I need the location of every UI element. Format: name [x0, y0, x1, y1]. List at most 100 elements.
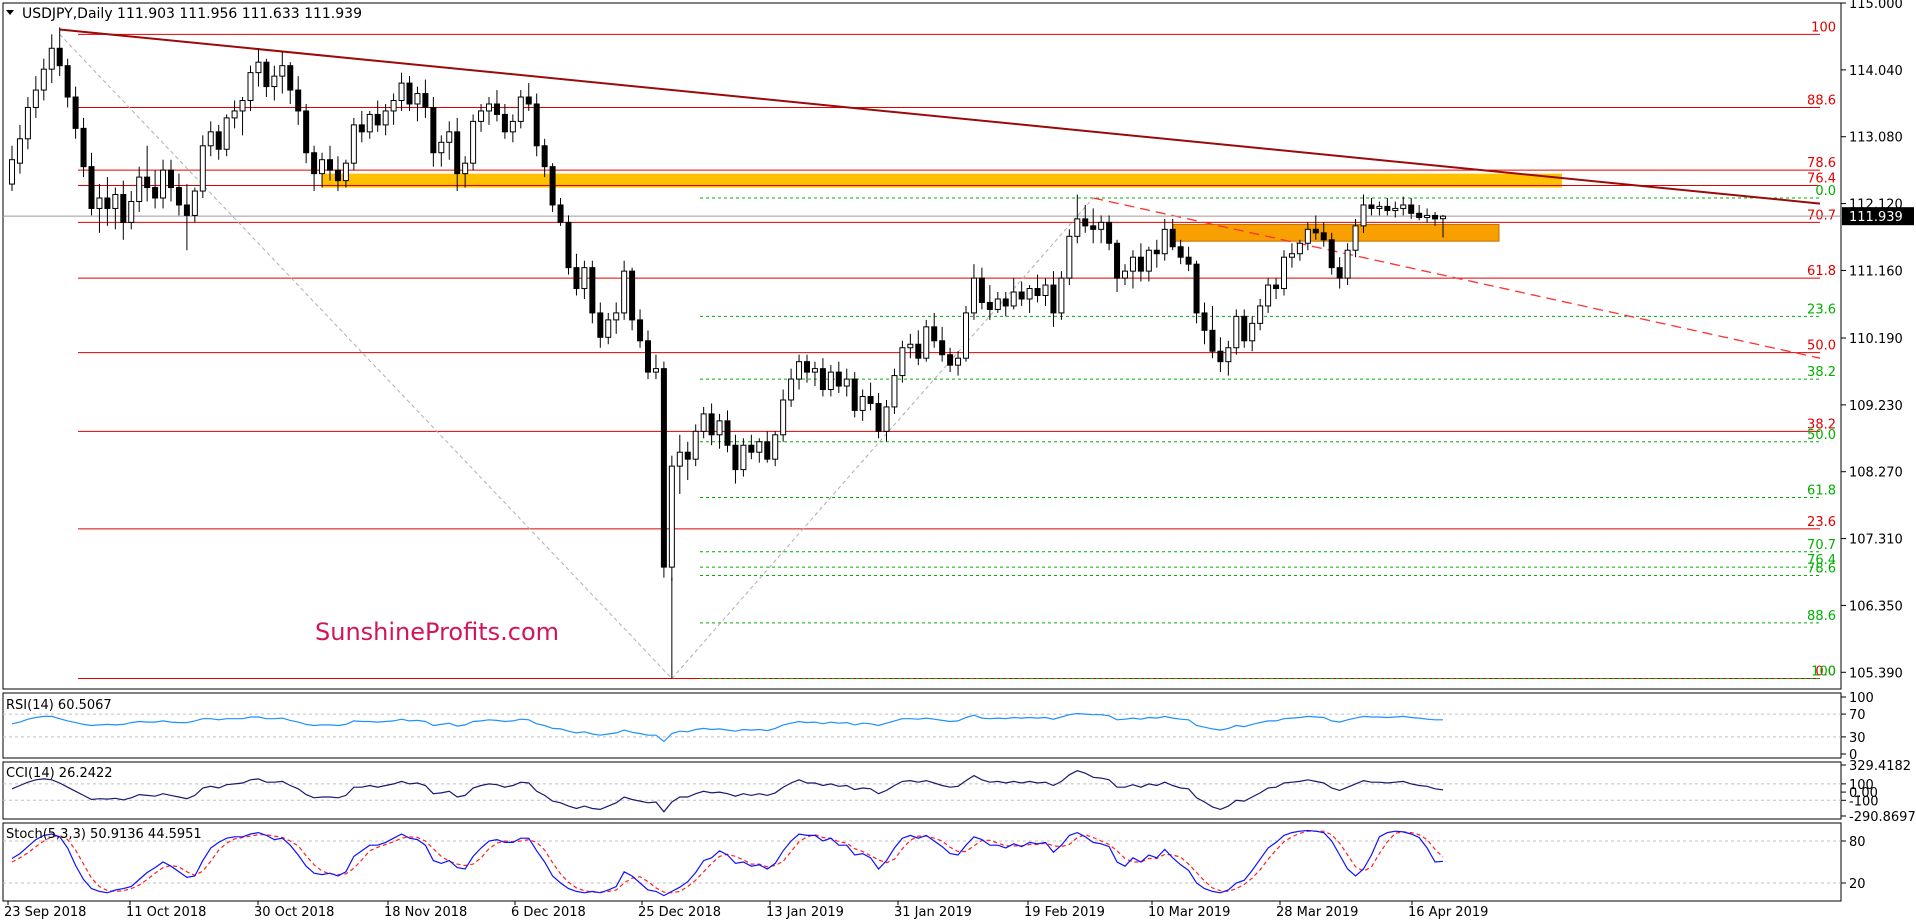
- fib-red-label: 78.6: [1807, 156, 1836, 171]
- candle-body: [827, 371, 834, 391]
- candle-body: [1066, 235, 1073, 279]
- candle-body: [1177, 246, 1184, 258]
- candle-body: [811, 368, 818, 373]
- candle-body: [263, 61, 270, 88]
- candle-body: [756, 441, 763, 453]
- candle-body: [327, 159, 333, 171]
- candle-body: [1201, 312, 1208, 331]
- candle-body: [716, 420, 723, 436]
- candle-body: [883, 406, 890, 432]
- current-price-box: [1842, 207, 1914, 226]
- candle-body: [732, 444, 739, 471]
- candle-body: [565, 221, 572, 269]
- candle-body: [939, 340, 946, 356]
- candle-body: [334, 169, 341, 182]
- watermark: SunshineProfits.com: [315, 618, 559, 646]
- candle-body: [668, 465, 675, 568]
- x-tick-label: 19 Feb 2019: [1024, 905, 1105, 920]
- candle-body: [303, 110, 310, 154]
- candle-body: [621, 270, 628, 314]
- candle-body: [462, 162, 469, 175]
- candle-body: [168, 169, 174, 189]
- candle-body: [660, 368, 667, 568]
- candle-body: [986, 301, 993, 310]
- y-tick-label: 110.190: [1849, 332, 1903, 347]
- cci-line: [11, 770, 1444, 813]
- candle-body: [835, 371, 842, 387]
- cci-tick: 100: [1849, 778, 1874, 793]
- candle-body: [96, 197, 103, 209]
- candle-body: [1336, 267, 1343, 279]
- candle-body: [899, 347, 906, 377]
- candle-body: [1304, 228, 1311, 244]
- candle-body: [589, 267, 596, 314]
- candle-body: [9, 159, 15, 185]
- candle-body: [438, 141, 445, 154]
- candle-body: [239, 100, 246, 112]
- rsi-tick: 70: [1849, 708, 1866, 723]
- fib-red-label: 100: [1811, 20, 1836, 35]
- candle-body: [366, 113, 373, 133]
- y-tick-label: 115.000: [1849, 0, 1903, 12]
- candle-body: [947, 354, 954, 366]
- stoch-signal-line: [11, 830, 1444, 894]
- rsi-title: RSI(14) 60.5067: [6, 698, 112, 713]
- candle-body: [406, 82, 413, 105]
- candle-body: [867, 395, 874, 404]
- candle-body: [1424, 214, 1431, 219]
- fib-red-label: 0.0: [1815, 665, 1836, 680]
- candle-body: [1042, 284, 1049, 297]
- fib-red-label: 23.6: [1807, 515, 1836, 530]
- fib-green-label: 88.6: [1807, 609, 1836, 624]
- candle-body: [80, 127, 87, 168]
- x-tick-label: 23 Sep 2018: [4, 905, 86, 920]
- candle-body: [923, 326, 930, 359]
- fib-green-label: 61.8: [1807, 483, 1836, 498]
- candle-body: [422, 93, 429, 108]
- x-tick-label: 16 Apr 2019: [1408, 905, 1488, 920]
- y-tick-label: 114.040: [1849, 64, 1903, 79]
- y-tick-label: 108.270: [1849, 466, 1903, 481]
- candle-body: [231, 110, 238, 119]
- candle-body: [645, 340, 651, 373]
- x-tick-label: 11 Oct 2018: [126, 905, 206, 920]
- current-price-label: 111.939: [1849, 210, 1903, 225]
- rsi-tick: 100: [1849, 691, 1874, 706]
- candle-body: [1288, 253, 1295, 258]
- candle-body: [1312, 228, 1319, 234]
- candle-body: [247, 72, 254, 102]
- candle-body: [772, 434, 779, 460]
- candle-body: [350, 124, 357, 164]
- candle-body: [1360, 204, 1367, 227]
- fib-red-label: 61.8: [1807, 264, 1836, 279]
- rsi-tick: 0: [1849, 748, 1857, 763]
- candle-body: [1249, 322, 1256, 342]
- collapse-arrow-icon[interactable]: [6, 10, 14, 15]
- candle-body: [136, 176, 143, 202]
- candle-body: [112, 194, 119, 209]
- x-tick-label: 18 Nov 2018: [384, 905, 467, 920]
- candle-body: [541, 145, 548, 168]
- fib-red-label: 76.4: [1807, 171, 1836, 186]
- candle-body: [1082, 218, 1089, 227]
- candle-body: [692, 430, 699, 460]
- stoch-panel-frame: [2, 822, 1842, 902]
- candle-body: [1090, 225, 1097, 230]
- candle-body: [1384, 205, 1391, 212]
- rsi-tick: 30: [1849, 731, 1866, 746]
- candle-body: [613, 312, 620, 321]
- candle-body: [255, 61, 262, 74]
- candle-body: [819, 368, 826, 391]
- x-tick-label: 30 Oct 2018: [254, 905, 334, 920]
- y-tick-label: 107.310: [1849, 533, 1903, 548]
- candle-body: [493, 103, 500, 115]
- fib-green-label: 70.7: [1807, 538, 1836, 553]
- candle-body: [907, 343, 914, 349]
- fib-green-label: 100: [1811, 665, 1836, 680]
- resistance-zone: [322, 173, 1562, 188]
- candle-body: [478, 110, 485, 122]
- fib-red-label: 38.2: [1807, 417, 1836, 432]
- candle-body: [390, 100, 397, 112]
- candle-body: [1098, 221, 1105, 230]
- candle-body: [525, 96, 532, 105]
